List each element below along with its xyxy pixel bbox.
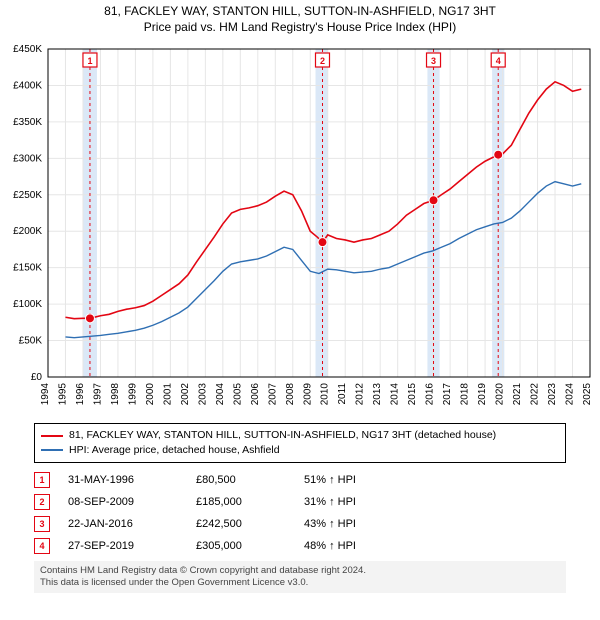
svg-text:1997: 1997 (92, 383, 103, 406)
event-marker: 1 (34, 472, 50, 488)
legend-row: HPI: Average price, detached house, Ashf… (41, 443, 559, 458)
event-row: 3 22-JAN-2016 £242,500 43% ↑ HPI (34, 513, 566, 535)
event-row: 2 08-SEP-2009 £185,000 31% ↑ HPI (34, 491, 566, 513)
footer-line-2: This data is licensed under the Open Gov… (40, 577, 560, 589)
svg-text:£0: £0 (31, 372, 43, 383)
page: 81, FACKLEY WAY, STANTON HILL, SUTTON-IN… (0, 0, 600, 593)
legend-row: 81, FACKLEY WAY, STANTON HILL, SUTTON-IN… (41, 428, 559, 443)
svg-text:1999: 1999 (127, 383, 138, 406)
legend-swatch (41, 435, 63, 437)
svg-text:2012: 2012 (355, 383, 366, 406)
svg-text:3: 3 (431, 56, 436, 66)
title-line-2: Price paid vs. HM Land Registry's House … (8, 20, 592, 36)
svg-text:2005: 2005 (232, 383, 243, 406)
event-price: £185,000 (196, 496, 286, 508)
svg-text:2016: 2016 (425, 383, 436, 406)
svg-text:£400K: £400K (13, 81, 42, 92)
svg-text:2008: 2008 (285, 383, 296, 406)
title-line-1: 81, FACKLEY WAY, STANTON HILL, SUTTON-IN… (8, 4, 592, 20)
event-price: £305,000 (196, 540, 286, 552)
event-marker: 4 (34, 538, 50, 554)
event-date: 08-SEP-2009 (68, 496, 178, 508)
event-delta: 43% ↑ HPI (304, 518, 404, 530)
svg-text:4: 4 (496, 56, 501, 66)
svg-text:2024: 2024 (565, 383, 576, 406)
event-marker: 3 (34, 516, 50, 532)
svg-text:2017: 2017 (442, 383, 453, 406)
svg-text:2022: 2022 (530, 383, 541, 406)
svg-text:£350K: £350K (13, 117, 42, 128)
footer: Contains HM Land Registry data © Crown c… (34, 561, 566, 594)
svg-text:£200K: £200K (13, 226, 42, 237)
event-delta: 48% ↑ HPI (304, 540, 404, 552)
svg-text:1: 1 (87, 56, 92, 66)
svg-text:2020: 2020 (495, 383, 506, 406)
svg-text:2003: 2003 (197, 383, 208, 406)
svg-text:2000: 2000 (145, 383, 156, 406)
svg-text:2013: 2013 (372, 383, 383, 406)
svg-text:£250K: £250K (13, 190, 42, 201)
event-price: £242,500 (196, 518, 286, 530)
event-marker: 2 (34, 494, 50, 510)
svg-text:2002: 2002 (180, 383, 191, 406)
title-block: 81, FACKLEY WAY, STANTON HILL, SUTTON-IN… (0, 0, 600, 37)
svg-text:2015: 2015 (407, 383, 418, 406)
svg-text:2004: 2004 (215, 383, 226, 406)
legend-swatch (41, 449, 63, 451)
footer-line-1: Contains HM Land Registry data © Crown c… (40, 565, 560, 577)
event-date: 27-SEP-2019 (68, 540, 178, 552)
svg-text:2019: 2019 (477, 383, 488, 406)
svg-text:2023: 2023 (547, 383, 558, 406)
svg-text:£50K: £50K (19, 336, 43, 347)
svg-text:2001: 2001 (162, 383, 173, 406)
event-row: 1 31-MAY-1996 £80,500 51% ↑ HPI (34, 469, 566, 491)
svg-text:1998: 1998 (110, 383, 121, 406)
svg-text:2007: 2007 (267, 383, 278, 406)
event-date: 22-JAN-2016 (68, 518, 178, 530)
svg-text:2018: 2018 (460, 383, 471, 406)
svg-text:2: 2 (320, 56, 325, 66)
svg-text:2009: 2009 (302, 383, 313, 406)
svg-text:2010: 2010 (320, 383, 331, 406)
svg-text:£450K: £450K (13, 44, 42, 55)
chart: £0 £50K £100K £150K £200K £250K £300K £350K £400… (0, 37, 600, 417)
svg-text:2021: 2021 (512, 383, 523, 406)
event-row: 4 27-SEP-2019 £305,000 48% ↑ HPI (34, 535, 566, 557)
svg-text:1995: 1995 (57, 383, 68, 406)
event-delta: 31% ↑ HPI (304, 496, 404, 508)
events-table: 1 31-MAY-1996 £80,500 51% ↑ HPI 2 08-SEP-2009… (34, 469, 566, 557)
legend: 81, FACKLEY WAY, STANTON HILL, SUTTON-IN… (34, 423, 566, 462)
svg-text:£150K: £150K (13, 263, 42, 274)
legend-label: HPI: Average price, detached house, Ashf… (69, 443, 280, 458)
svg-text:2025: 2025 (582, 383, 593, 406)
chart-svg: £0 £50K £100K £150K £200K £250K £300K £350K £400… (0, 37, 600, 417)
event-price: £80,500 (196, 474, 286, 486)
legend-label: 81, FACKLEY WAY, STANTON HILL, SUTTON-IN… (69, 428, 496, 443)
svg-text:£300K: £300K (13, 154, 42, 165)
svg-text:£100K: £100K (13, 299, 42, 310)
svg-text:1994: 1994 (40, 383, 51, 406)
event-date: 31-MAY-1996 (68, 474, 178, 486)
svg-text:2011: 2011 (337, 383, 348, 405)
svg-text:2014: 2014 (390, 383, 401, 406)
svg-text:2006: 2006 (250, 383, 261, 406)
event-delta: 51% ↑ HPI (304, 474, 404, 486)
svg-text:1996: 1996 (75, 383, 86, 406)
